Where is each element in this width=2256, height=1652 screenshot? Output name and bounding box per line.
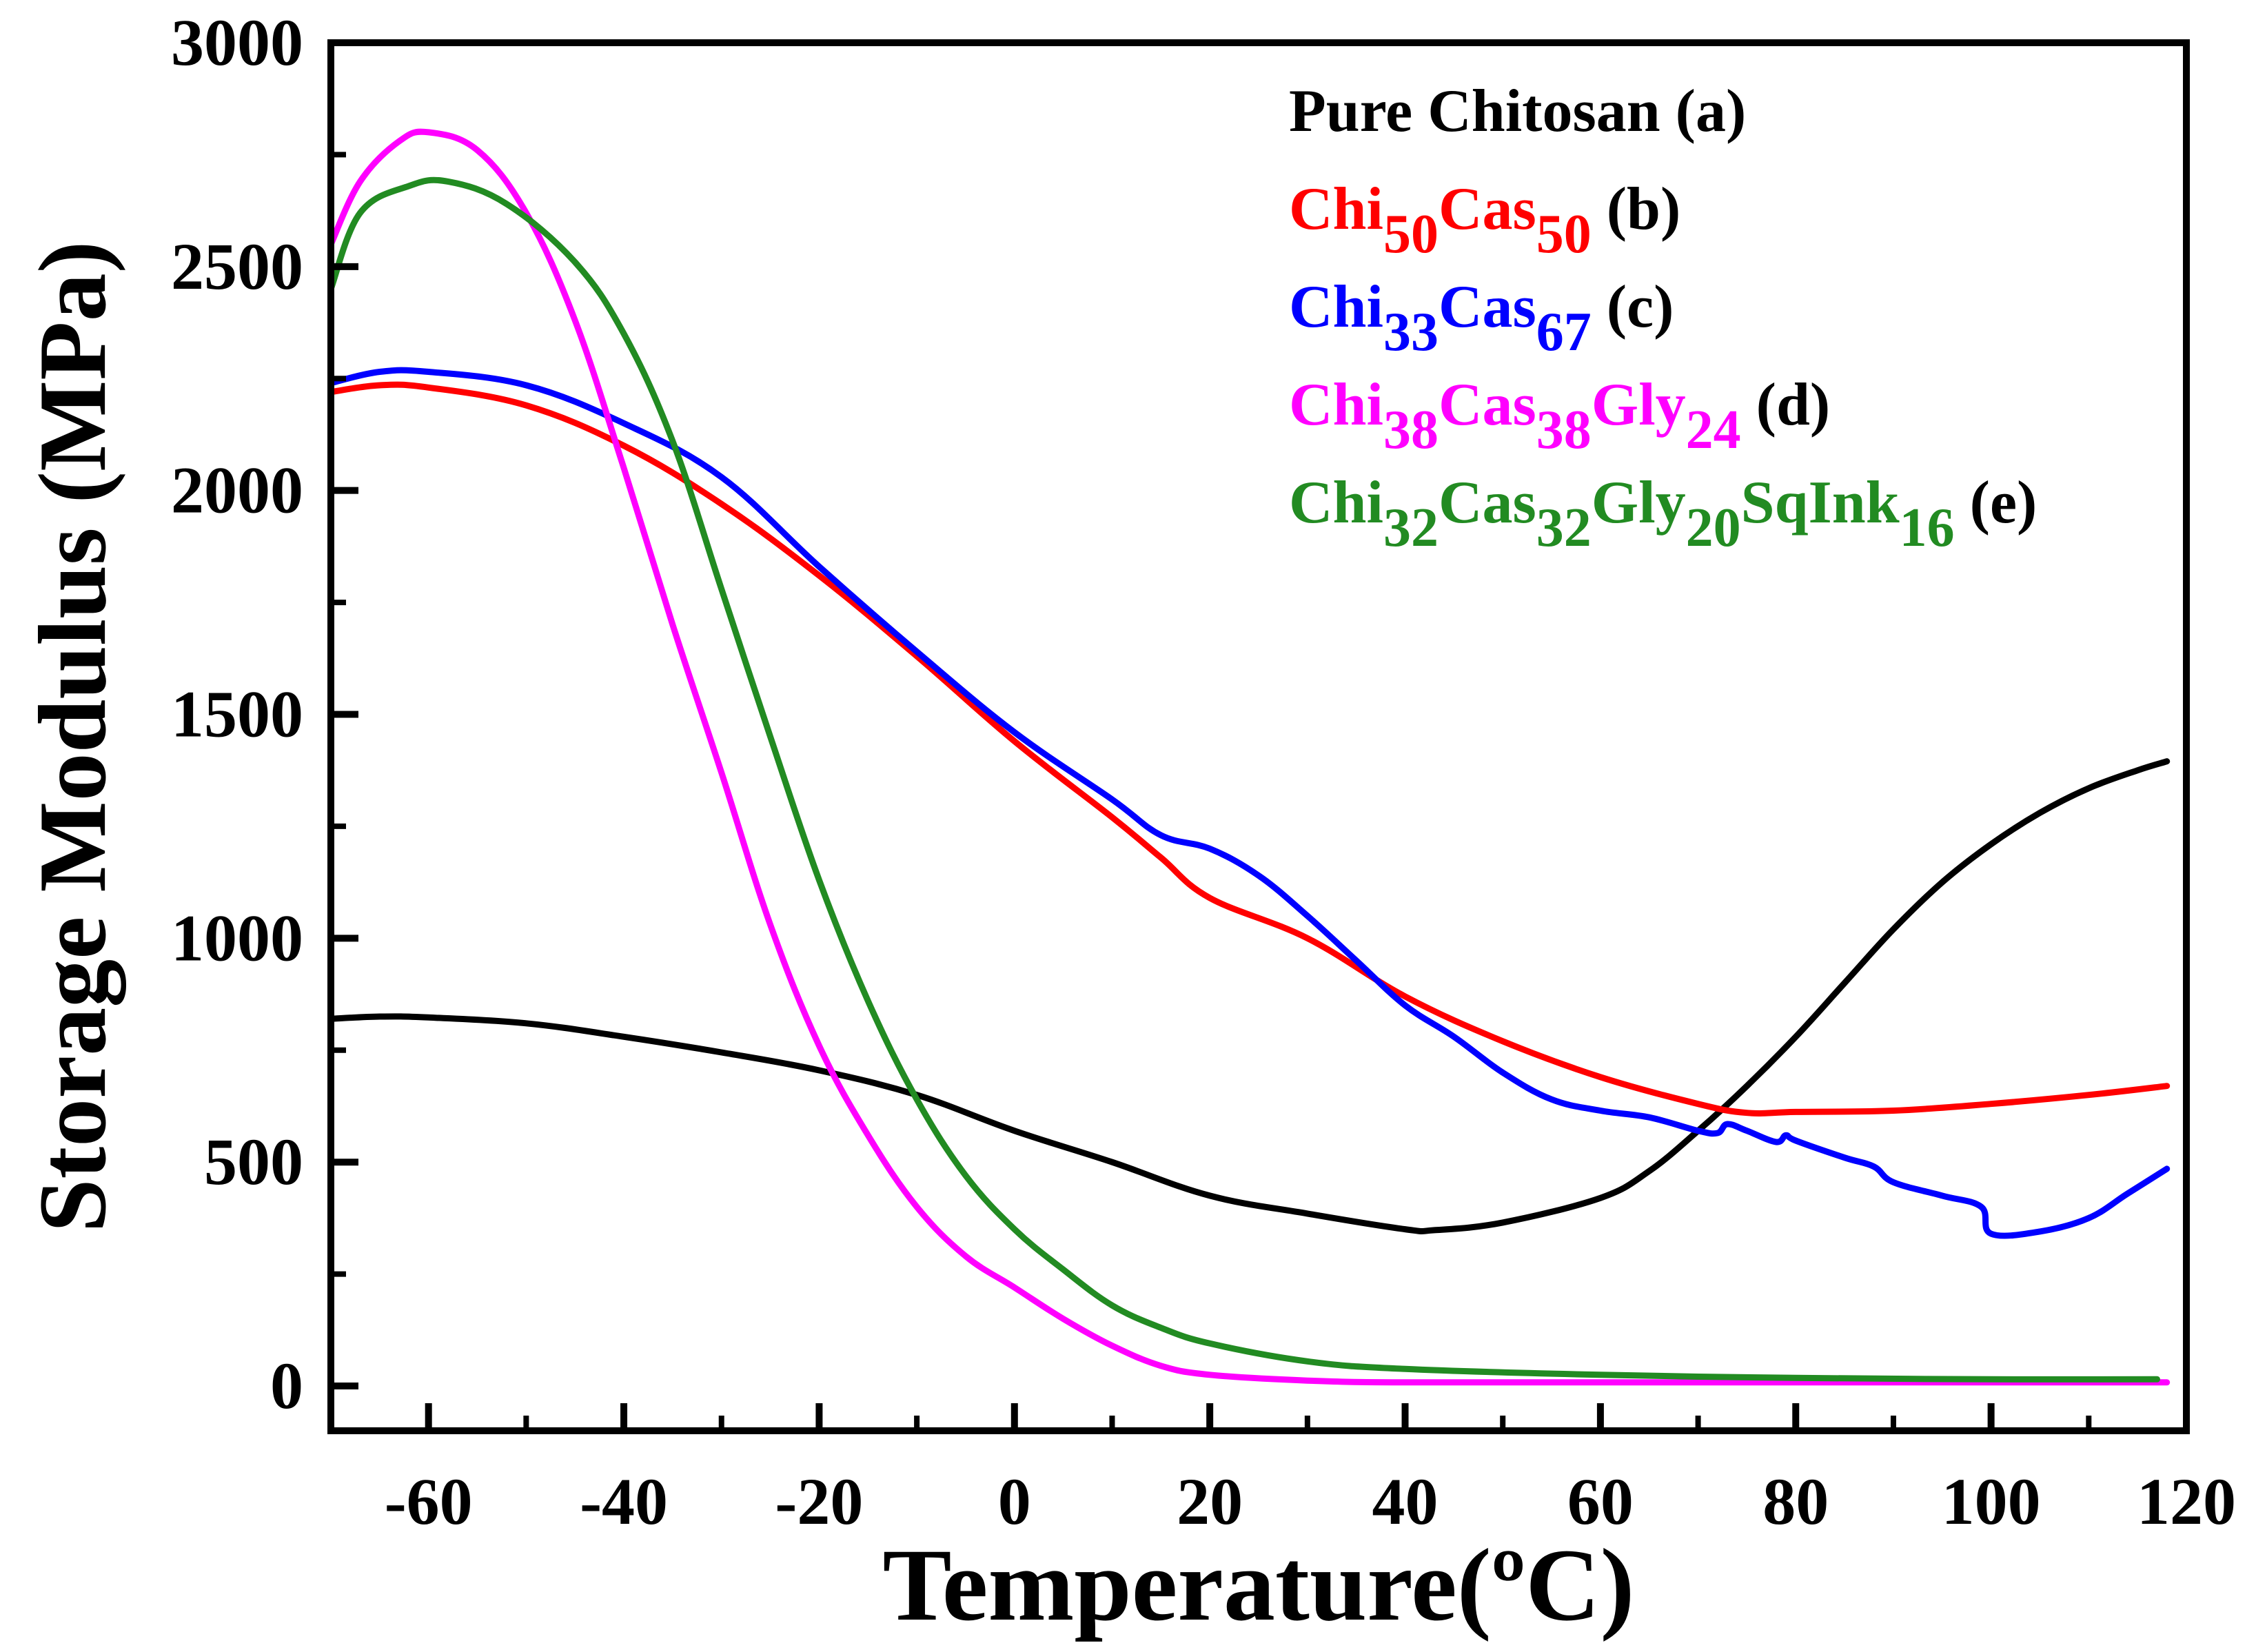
x-tick-label: 0 [998,1465,1031,1538]
legend-text-segment: 33 [1383,302,1439,363]
legend-text-segment: 50 [1536,204,1592,265]
legend-text-segment: 32 [1536,498,1592,558]
x-tick-label: 20 [1177,1465,1243,1538]
legend-text-segment: Cas [1439,371,1536,438]
x-tick-label: 40 [1372,1465,1439,1538]
x-tick-label: 60 [1567,1465,1634,1538]
legend-text-segment: 20 [1686,498,1741,558]
y-tick-label: 2000 [171,453,303,527]
x-tick-label: -40 [580,1465,668,1538]
legend-text-segment: Chi [1289,371,1383,438]
legend-text-segment: 24 [1686,400,1741,460]
x-tick-label: 100 [1942,1465,2041,1538]
x-tick-label: 120 [2137,1465,2236,1538]
series-line-b [327,381,2171,1116]
x-tick-label: 80 [1762,1465,1829,1538]
x-tick-label: -20 [775,1465,863,1538]
series-line-e [327,176,2160,1383]
legend-text-segment: (b) [1592,176,1681,243]
legend-text-segment: Chi [1289,469,1383,536]
legend-text-segment: Chi [1289,274,1383,340]
legend-text-segment: (a) [1676,78,1747,145]
legend-text-segment: (e) [1955,469,2037,536]
legend-text-segment: Chi [1289,176,1383,243]
legend-text-segment: (d) [1741,371,1831,438]
legend-entry-b: Chi50Cas50 (b) [1289,176,1680,265]
series-line-c [327,367,2171,1239]
legend-text-segment: 32 [1383,498,1439,558]
plot-area-frame [327,39,2190,1434]
y-tick-label: 0 [270,1349,303,1422]
x-tick-label: -60 [385,1465,473,1538]
legend-entry-c: Chi33Cas67 (c) [1289,274,1674,363]
legend-text-segment: Cas [1439,274,1536,340]
legend-text-segment: 50 [1383,204,1439,265]
legend-entry-a: Pure Chitosan (a) [1289,78,1746,145]
y-tick-label: 500 [204,1125,303,1199]
legend-entry-d: Chi38Cas38Gly24 (d) [1289,371,1830,460]
y-tick-label: 3000 [171,6,303,79]
legend-text-segment: SqInk [1741,469,1900,536]
x-axis-title: Temperature(ºC) [883,1528,1635,1642]
legend-text-segment: 38 [1383,400,1439,460]
legend-entry-e: Chi32Cas32Gly20SqInk16 (e) [1289,469,2037,558]
series-line-a [327,758,2171,1235]
legend: Pure Chitosan (a)Chi50Cas50 (b)Chi33Cas6… [1289,78,2037,558]
legend-text-segment: Gly [1592,371,1686,438]
legend-text-segment: 16 [1900,498,1955,558]
axis-ticks: -60 -40 -20 0 20 40 60 80 100 120 0 500 1000 1500 2000… [171,6,2236,1538]
y-axis-title: Storage Modulus (MPa) [19,241,126,1233]
legend-text-segment: Pure Chitosan [1289,78,1676,145]
legend-text-segment: Cas [1439,469,1536,536]
legend-text-segment: Cas [1439,176,1536,243]
series-line-d [327,128,2171,1386]
y-tick-label: 1000 [171,901,303,975]
legend-text-segment: (c) [1592,274,1674,340]
y-tick-label: 2500 [171,230,303,303]
legend-text-segment: 38 [1536,400,1592,460]
legend-text-segment: Gly [1592,469,1686,536]
legend-text-segment: 67 [1536,302,1592,363]
y-tick-label: 1500 [171,677,303,751]
series-layer [327,128,2171,1386]
